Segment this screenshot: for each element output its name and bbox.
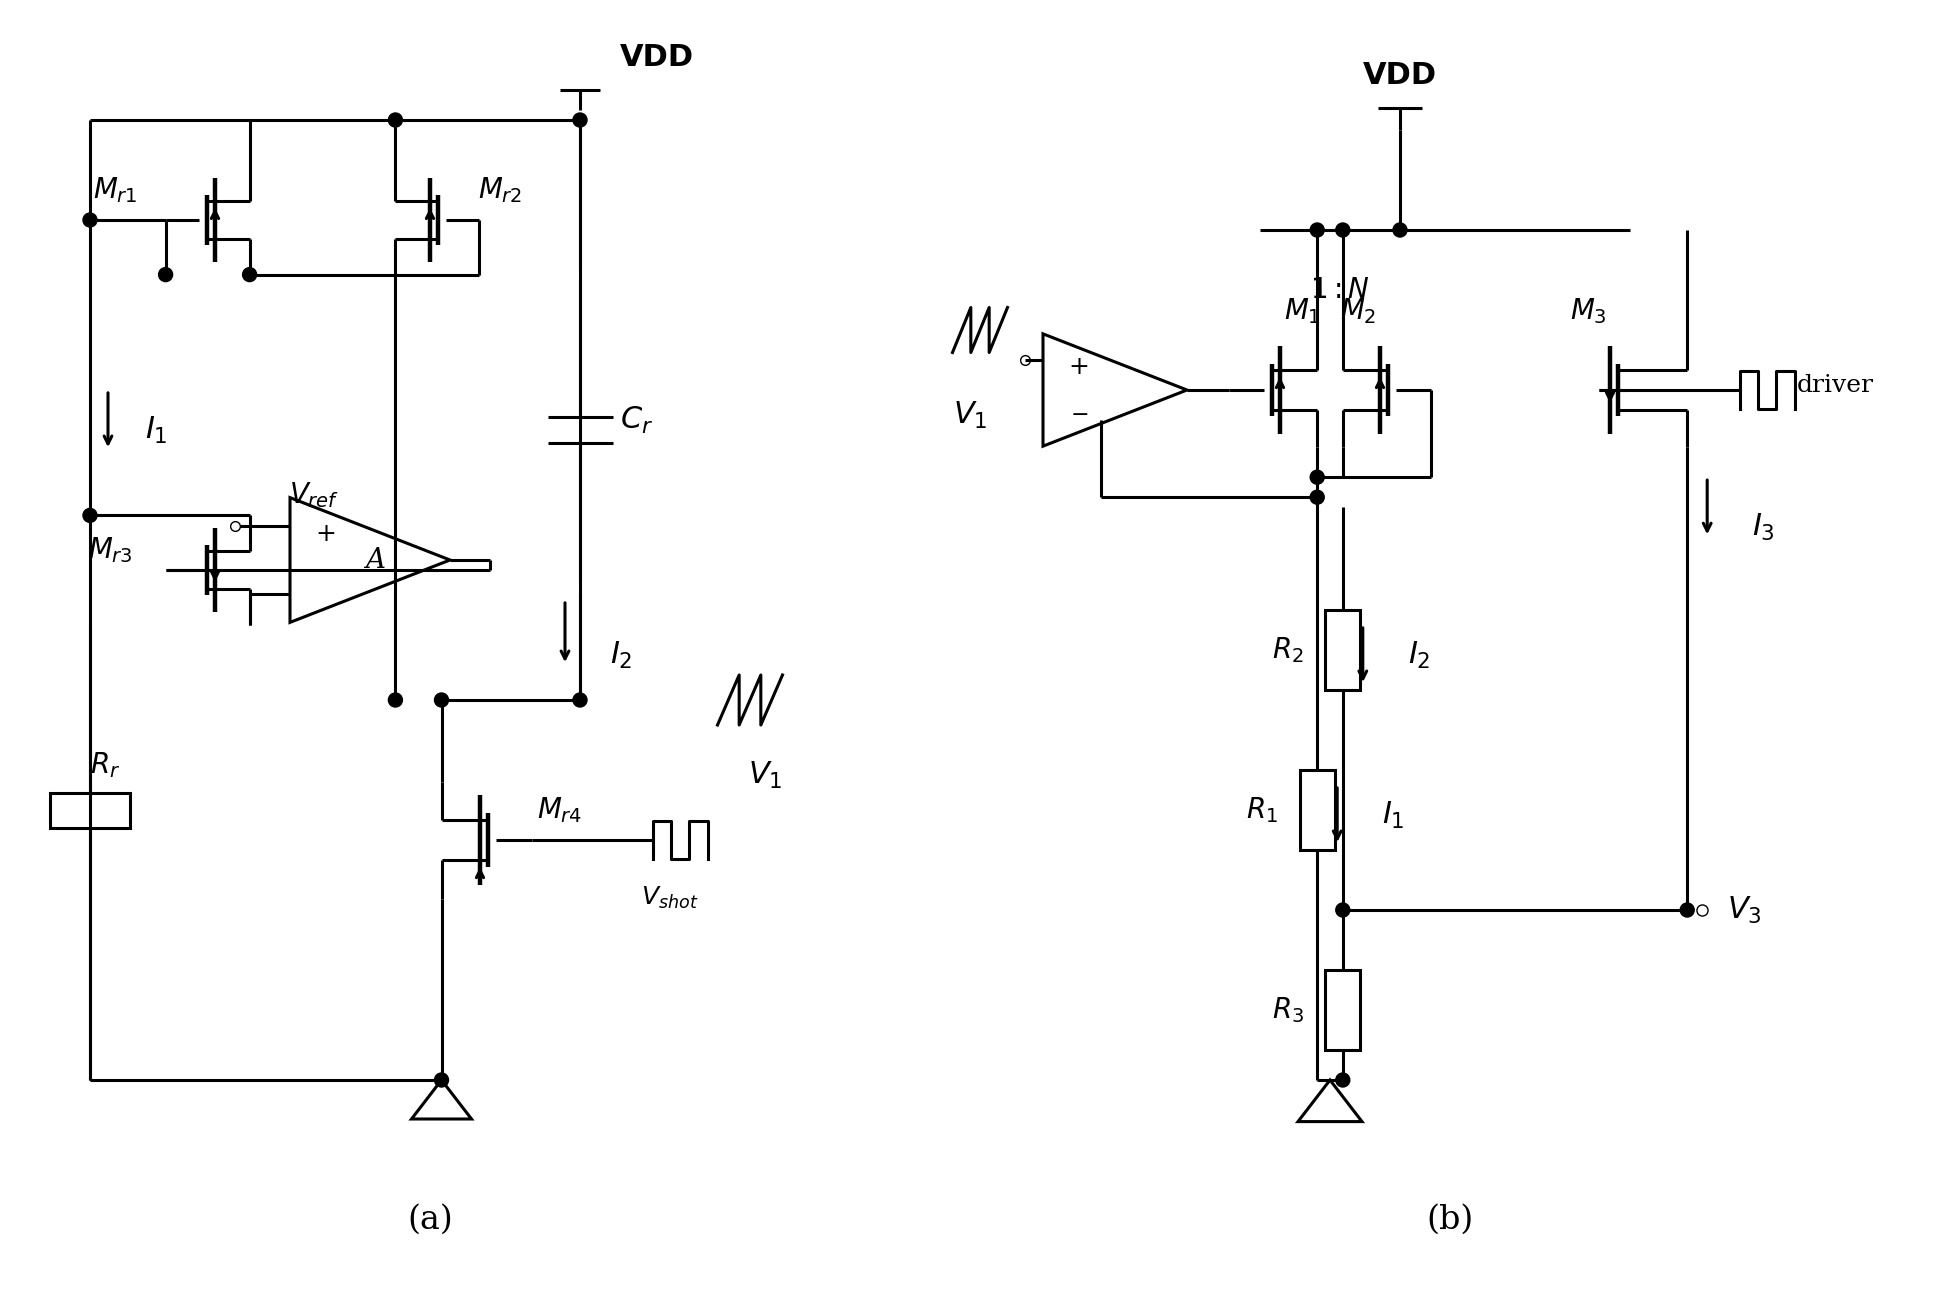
Bar bbox=[50, 792, 130, 828]
Circle shape bbox=[1394, 223, 1407, 237]
Circle shape bbox=[243, 267, 256, 281]
Text: $M_{r3}$: $M_{r3}$ bbox=[87, 535, 132, 565]
Text: (a): (a) bbox=[408, 1204, 452, 1236]
Bar bbox=[1326, 610, 1361, 689]
Bar bbox=[1326, 969, 1361, 1050]
Text: $-$: $-$ bbox=[1069, 403, 1089, 422]
Circle shape bbox=[1310, 223, 1324, 237]
Text: (b): (b) bbox=[1427, 1204, 1473, 1236]
Text: A: A bbox=[365, 547, 384, 574]
Circle shape bbox=[1335, 1073, 1349, 1087]
Circle shape bbox=[573, 693, 586, 708]
Text: $V_{ref}$: $V_{ref}$ bbox=[289, 480, 340, 509]
Text: $M_{r2}$: $M_{r2}$ bbox=[477, 175, 522, 205]
Text: $M_2$: $M_2$ bbox=[1339, 297, 1376, 327]
Text: $R_3$: $R_3$ bbox=[1271, 995, 1304, 1025]
Text: $I_2$: $I_2$ bbox=[1407, 639, 1431, 670]
Text: $C_r$: $C_r$ bbox=[619, 404, 654, 435]
Text: +: + bbox=[316, 522, 336, 547]
Text: $M_1$: $M_1$ bbox=[1283, 297, 1320, 327]
Text: $I_2$: $I_2$ bbox=[609, 639, 633, 670]
Circle shape bbox=[573, 113, 586, 127]
Text: $I_1$: $I_1$ bbox=[1382, 800, 1405, 831]
Text: VDD: VDD bbox=[1363, 61, 1436, 89]
Text: VDD: VDD bbox=[619, 44, 695, 73]
Circle shape bbox=[435, 1073, 448, 1087]
Circle shape bbox=[1310, 490, 1324, 504]
Circle shape bbox=[83, 213, 97, 227]
Text: $V_1$: $V_1$ bbox=[747, 759, 782, 791]
Text: $R_1$: $R_1$ bbox=[1246, 796, 1279, 824]
Text: $M_{r4}$: $M_{r4}$ bbox=[538, 796, 582, 824]
Text: $I_1$: $I_1$ bbox=[146, 415, 167, 446]
Text: $R_r$: $R_r$ bbox=[89, 750, 120, 780]
Text: $1:N$: $1:N$ bbox=[1310, 277, 1370, 305]
Circle shape bbox=[1310, 470, 1324, 485]
Text: $M_3$: $M_3$ bbox=[1570, 297, 1607, 327]
Circle shape bbox=[388, 693, 402, 708]
Text: $V_3$: $V_3$ bbox=[1727, 894, 1762, 925]
Text: +: + bbox=[1069, 355, 1089, 378]
Text: $R_2$: $R_2$ bbox=[1271, 635, 1304, 665]
Text: $I_3$: $I_3$ bbox=[1753, 512, 1776, 543]
Circle shape bbox=[1681, 903, 1694, 918]
Circle shape bbox=[435, 693, 448, 708]
Text: driver: driver bbox=[1797, 373, 1875, 397]
Circle shape bbox=[388, 113, 402, 127]
Bar bbox=[1300, 770, 1335, 850]
Circle shape bbox=[1335, 903, 1349, 918]
Circle shape bbox=[1335, 223, 1349, 237]
Text: $V_{shot}$: $V_{shot}$ bbox=[641, 885, 699, 911]
Circle shape bbox=[83, 508, 97, 522]
Text: $M_{r1}$: $M_{r1}$ bbox=[93, 175, 138, 205]
Text: $V_1$: $V_1$ bbox=[953, 400, 988, 432]
Circle shape bbox=[159, 267, 173, 281]
